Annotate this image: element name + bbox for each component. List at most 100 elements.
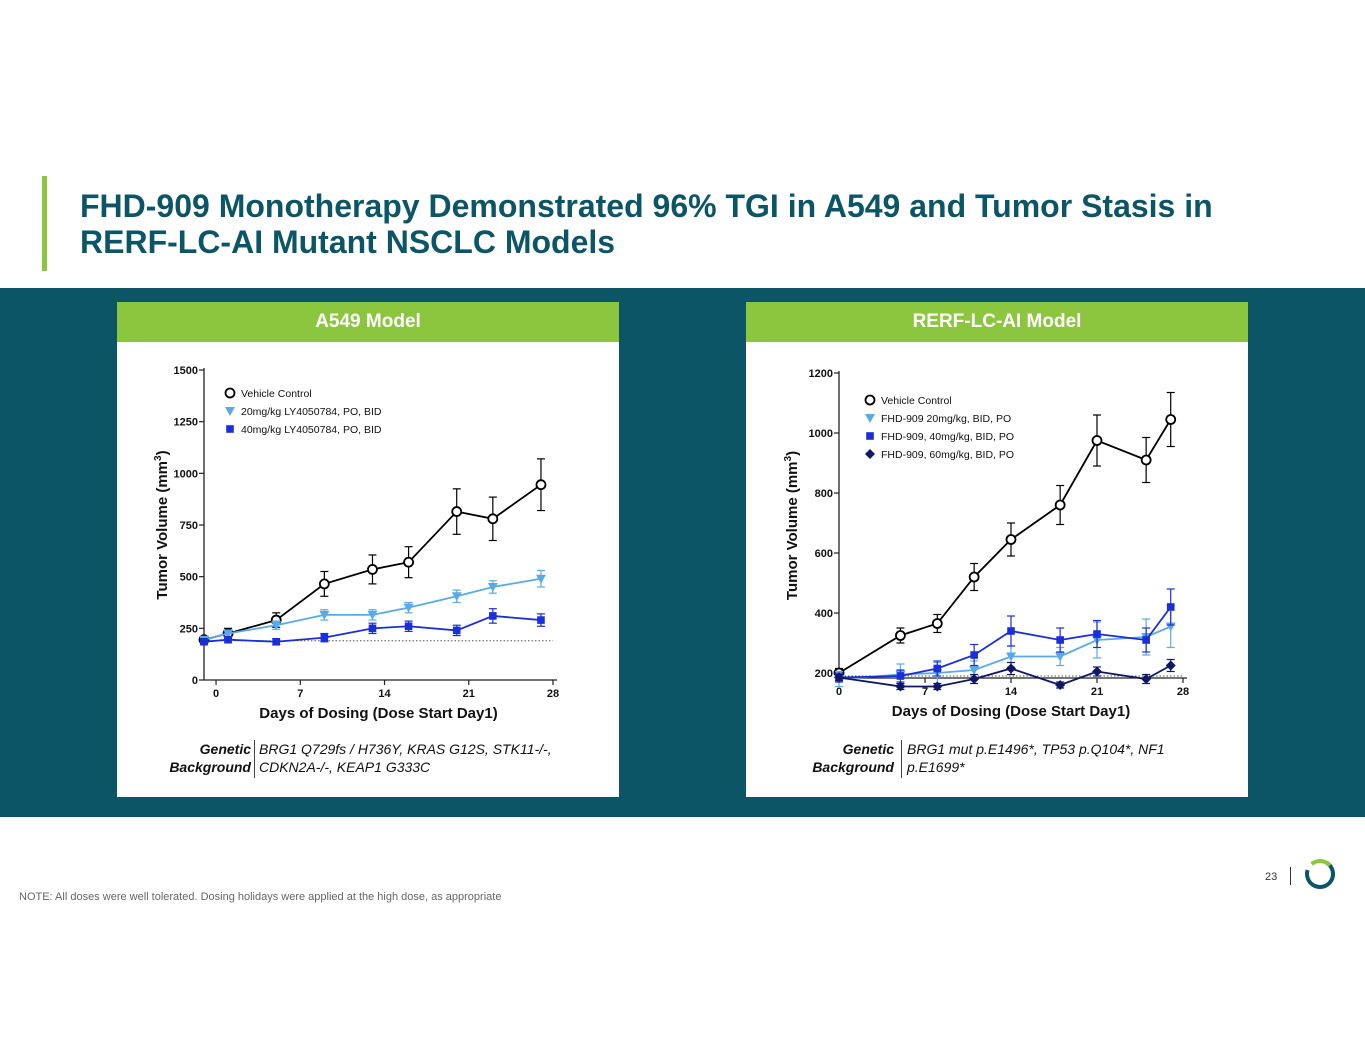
data-point bbox=[223, 629, 234, 639]
y-tick-label: 600 bbox=[815, 548, 833, 560]
x-tick-label: 28 bbox=[547, 688, 559, 700]
data-point bbox=[451, 592, 462, 602]
data-point bbox=[932, 681, 943, 692]
legend-label: Vehicle Control bbox=[881, 395, 952, 407]
y-tick-label: 750 bbox=[180, 520, 198, 532]
data-point bbox=[1140, 454, 1152, 466]
data-point bbox=[933, 664, 942, 673]
a549-genetic-background: Genetic Background BRG1 Q729fs / H736Y, … bbox=[117, 740, 619, 780]
genetic-label-line-1: Genetic bbox=[842, 741, 894, 757]
data-point bbox=[834, 672, 844, 683]
x-axis-label: Days of Dosing (Dose Start Day1) bbox=[892, 703, 1130, 720]
data-point bbox=[489, 612, 497, 620]
data-point bbox=[1091, 435, 1103, 446]
rerf-tumor-volume-chart: 200 400 600 800 1000 1200 0 7 14 21 28 Days of Dosi… bbox=[783, 368, 1189, 720]
y-axis-label: Tumor Volume (mm3) bbox=[783, 451, 801, 600]
series-3 bbox=[834, 658, 1176, 692]
data-point bbox=[1055, 680, 1066, 690]
data-point bbox=[1054, 499, 1066, 511]
rerf-panel-header: RERF-LC-AI Model bbox=[746, 302, 1248, 342]
x-tick-label: 7 bbox=[297, 688, 303, 700]
y-tick-label: 500 bbox=[180, 572, 198, 584]
data-point bbox=[896, 672, 905, 680]
y-axis-label: Tumor Volume (mm3) bbox=[153, 450, 171, 599]
data-point bbox=[1141, 674, 1152, 684]
slide-title: FHD-909 Monotherapy Demonstrated 96% TGI… bbox=[80, 188, 1213, 260]
legend-marker bbox=[865, 414, 875, 423]
data-point bbox=[969, 674, 980, 684]
genetic-background-label: Genetic Background bbox=[812, 740, 894, 776]
a549-panel: A549 Model 0 250 500 750 1000 1250 1500 0 7 14 21 2… bbox=[117, 302, 619, 797]
footnote: NOTE: All doses were well tolerated. Dos… bbox=[19, 891, 502, 903]
genetic-background-value: BRG1 Q729fs / H736Y, KRAS G12S, STK11-/-… bbox=[259, 741, 552, 775]
series-1 bbox=[834, 604, 1176, 688]
data-point bbox=[318, 578, 330, 590]
y-tick-label: 800 bbox=[815, 488, 833, 500]
legend-marker bbox=[866, 432, 874, 440]
x-tick-label: 28 bbox=[1177, 686, 1189, 698]
genetic-label-line-2: Background bbox=[169, 759, 251, 775]
data-point bbox=[535, 479, 547, 491]
data-point bbox=[200, 637, 208, 646]
legend-marker bbox=[864, 394, 876, 406]
series-2 bbox=[835, 588, 1175, 683]
x-tick-label: 0 bbox=[836, 686, 842, 698]
legend-marker bbox=[225, 407, 235, 416]
data-point bbox=[1006, 652, 1016, 662]
data-point bbox=[271, 621, 282, 631]
legend-label: FHD-909 20mg/kg, BID, PO bbox=[881, 413, 1011, 425]
data-point bbox=[895, 681, 906, 692]
x-tick-label: 14 bbox=[378, 688, 391, 700]
data-point bbox=[452, 626, 461, 635]
x-tick-label: 14 bbox=[1005, 686, 1018, 698]
y-tick-label: 1250 bbox=[174, 417, 198, 429]
series-0 bbox=[833, 391, 1177, 679]
a549-tumor-volume-chart: 0 250 500 750 1000 1250 1500 0 7 14 21 28 Days of Do… bbox=[153, 365, 559, 722]
data-point bbox=[368, 624, 377, 633]
rerf-genetic-background: Genetic Background BRG1 mut p.E1496*, TP… bbox=[746, 740, 1248, 780]
genetic-background-label: Genetic Background bbox=[169, 740, 251, 776]
rerf-panel: RERF-LC-AI Model 200 400 600 800 1000 1200 0 7 1… bbox=[746, 302, 1248, 797]
data-point bbox=[1166, 603, 1175, 611]
data-point bbox=[969, 666, 980, 675]
data-point bbox=[403, 556, 414, 568]
data-point bbox=[367, 610, 378, 620]
y-tick-label: 400 bbox=[815, 608, 833, 620]
data-point bbox=[1007, 627, 1015, 635]
data-point bbox=[367, 564, 378, 575]
series-0 bbox=[198, 458, 547, 646]
legend-label: FHD-909, 60mg/kg, BID, PO bbox=[881, 449, 1014, 461]
x-axis-label: Days of Dosing (Dose Start Day1) bbox=[259, 705, 497, 722]
y-tick-label: 1500 bbox=[174, 365, 198, 377]
legend-marker bbox=[224, 387, 236, 399]
data-point bbox=[537, 616, 545, 624]
data-point bbox=[1093, 630, 1101, 638]
title-accent-bar bbox=[42, 176, 47, 271]
data-point bbox=[931, 618, 943, 629]
data-point bbox=[970, 651, 978, 659]
series-1 bbox=[199, 569, 546, 645]
y-tick-label: 250 bbox=[180, 623, 198, 635]
x-tick-label: 21 bbox=[1091, 686, 1103, 698]
legend-label: Vehicle Control bbox=[241, 388, 312, 400]
genetic-divider bbox=[901, 740, 902, 778]
data-point bbox=[535, 574, 546, 584]
data-point bbox=[1165, 414, 1177, 425]
data-point bbox=[1092, 666, 1102, 677]
data-point bbox=[1055, 652, 1066, 662]
y-tick-label: 1000 bbox=[174, 468, 198, 480]
genetic-label-line-2: Background bbox=[812, 759, 894, 775]
data-point bbox=[272, 637, 281, 646]
legend-label: 20mg/kg LY4050784, PO, BID bbox=[241, 406, 382, 418]
genetic-background-value: BRG1 mut p.E1496*, TP53 p.Q104*, NF1 p.E… bbox=[907, 741, 1165, 775]
x-tick-label: 7 bbox=[922, 686, 928, 698]
data-point bbox=[224, 635, 232, 644]
data-point bbox=[1165, 660, 1176, 671]
data-point bbox=[1056, 636, 1064, 644]
legend-label: 40mg/kg LY4050784, PO, BID bbox=[241, 424, 382, 436]
page-number-divider bbox=[1290, 867, 1291, 885]
legend-marker bbox=[226, 425, 234, 433]
y-tick-label: 200 bbox=[815, 668, 833, 680]
genetic-label-line-1: Genetic bbox=[199, 741, 251, 757]
page-number: 23 bbox=[1265, 871, 1278, 883]
